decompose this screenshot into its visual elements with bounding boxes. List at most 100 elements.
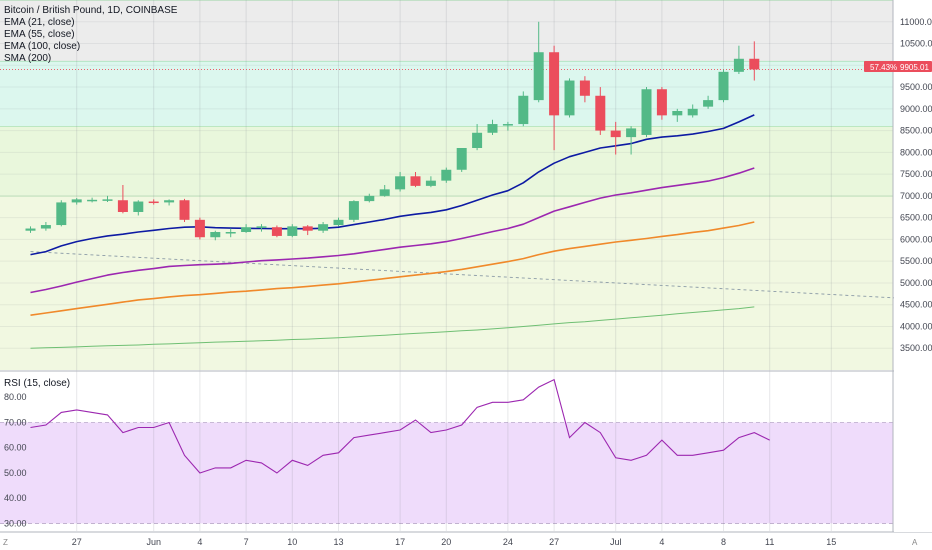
candle-body <box>487 124 498 133</box>
candle-body <box>40 225 51 229</box>
price-tick-label: 4500.00 <box>900 300 932 310</box>
rsi-tick-label: 30.00 <box>4 518 27 528</box>
candle-up[interactable] <box>425 176 436 188</box>
candle-up[interactable] <box>395 171 406 192</box>
candle-up[interactable] <box>364 193 375 203</box>
candle-up[interactable] <box>502 121 513 131</box>
legend: Bitcoin / British Pound, 1D, COINBASE EM… <box>4 5 178 389</box>
candle-body <box>56 202 67 226</box>
candle-up[interactable] <box>348 200 359 222</box>
candle-down[interactable] <box>117 185 128 214</box>
candle-body <box>502 124 513 126</box>
candle-up[interactable] <box>25 226 36 233</box>
price-tick-label: 6500.00 <box>900 213 932 223</box>
candle-body <box>164 200 175 203</box>
candle-up[interactable] <box>133 200 144 216</box>
candle-down[interactable] <box>148 199 159 205</box>
candle-body <box>672 111 683 116</box>
candle-body <box>271 227 282 236</box>
time-tick-label: 8 <box>721 537 726 547</box>
candle-down[interactable] <box>656 87 667 120</box>
time-tick-label: 27 <box>72 537 82 547</box>
candle-down[interactable] <box>271 225 282 238</box>
candle-up[interactable] <box>626 126 637 155</box>
candle-up[interactable] <box>564 78 575 118</box>
rsi-tick-label: 60.00 <box>4 443 27 453</box>
candle-down[interactable] <box>749 41 760 81</box>
candle-body <box>225 232 236 234</box>
candle-up[interactable] <box>718 69 729 103</box>
rsi-tick-label: 50.00 <box>4 468 27 478</box>
price-tick-label: 3500.00 <box>900 343 932 353</box>
candle-up[interactable] <box>56 200 67 227</box>
candle-up[interactable] <box>87 197 98 203</box>
price-tick-label: 5500.00 <box>900 256 932 266</box>
candle-up[interactable] <box>641 87 652 138</box>
candle-body <box>333 219 344 226</box>
rsi-line[interactable] <box>30 378 770 474</box>
candle-up[interactable] <box>40 222 51 231</box>
candle-down[interactable] <box>302 225 313 236</box>
candle-body <box>549 52 560 116</box>
legend-ema21: EMA (21, close) <box>4 17 75 28</box>
legend-ema100: EMA (100, close) <box>4 41 80 52</box>
candle-body <box>533 52 544 101</box>
ema21-line[interactable] <box>30 114 755 256</box>
time-tick-label: 10 <box>287 537 297 547</box>
trendline[interactable] <box>30 251 909 300</box>
candle-up[interactable] <box>333 217 344 227</box>
time-tick-label: 15 <box>826 537 836 547</box>
candle-down[interactable] <box>610 121 621 155</box>
candle-up[interactable] <box>687 104 698 118</box>
candle-up[interactable] <box>241 224 252 233</box>
ema55-line[interactable] <box>30 167 755 294</box>
price-tick-label: 8000.00 <box>900 147 932 157</box>
candles-layer <box>25 21 760 241</box>
candle-up[interactable] <box>287 224 298 238</box>
candle-up[interactable] <box>703 95 714 109</box>
candle-up[interactable] <box>210 230 221 241</box>
candle-body <box>348 201 359 220</box>
sma200-line[interactable] <box>30 306 755 349</box>
candle-up[interactable] <box>472 124 483 151</box>
candle-down[interactable] <box>410 171 421 188</box>
candle-up[interactable] <box>733 45 744 74</box>
candle-up[interactable] <box>225 228 236 238</box>
axis-corner-left[interactable]: Z <box>3 538 8 547</box>
candle-body <box>687 108 698 116</box>
candle-body <box>564 80 575 116</box>
candle-up[interactable] <box>533 21 544 103</box>
candle-up[interactable] <box>379 185 390 197</box>
axis-corner-right[interactable]: A <box>912 538 918 547</box>
price-axis-bg[interactable] <box>894 0 932 532</box>
candle-down[interactable] <box>549 45 560 151</box>
candle-up[interactable] <box>318 222 329 233</box>
candle-down[interactable] <box>179 198 190 222</box>
candle-body <box>318 224 329 231</box>
candle-up[interactable] <box>71 198 82 205</box>
candle-body <box>749 58 760 70</box>
candle-body <box>595 95 606 131</box>
candle-body <box>656 89 667 116</box>
time-tick-label: 13 <box>333 537 343 547</box>
time-tick-label: 11 <box>765 537 774 547</box>
candle-body <box>379 189 390 196</box>
price-tick-label: 6000.00 <box>900 234 932 244</box>
ema100-line[interactable] <box>30 221 755 316</box>
candle-up[interactable] <box>518 91 529 127</box>
candle-up[interactable] <box>487 119 498 135</box>
candle-up[interactable] <box>441 167 452 183</box>
candle-up[interactable] <box>102 195 113 202</box>
candle-up[interactable] <box>164 199 175 206</box>
candle-down[interactable] <box>579 76 590 103</box>
last-price-label: 9905.01 <box>900 63 929 72</box>
candle-down[interactable] <box>595 87 606 135</box>
candle-down[interactable] <box>194 217 205 240</box>
candle-up[interactable] <box>456 148 467 172</box>
candle-up[interactable] <box>256 224 267 232</box>
candle-body <box>410 176 421 186</box>
rsi-title: RSI (15, close) <box>4 378 70 389</box>
candle-up[interactable] <box>672 108 683 122</box>
